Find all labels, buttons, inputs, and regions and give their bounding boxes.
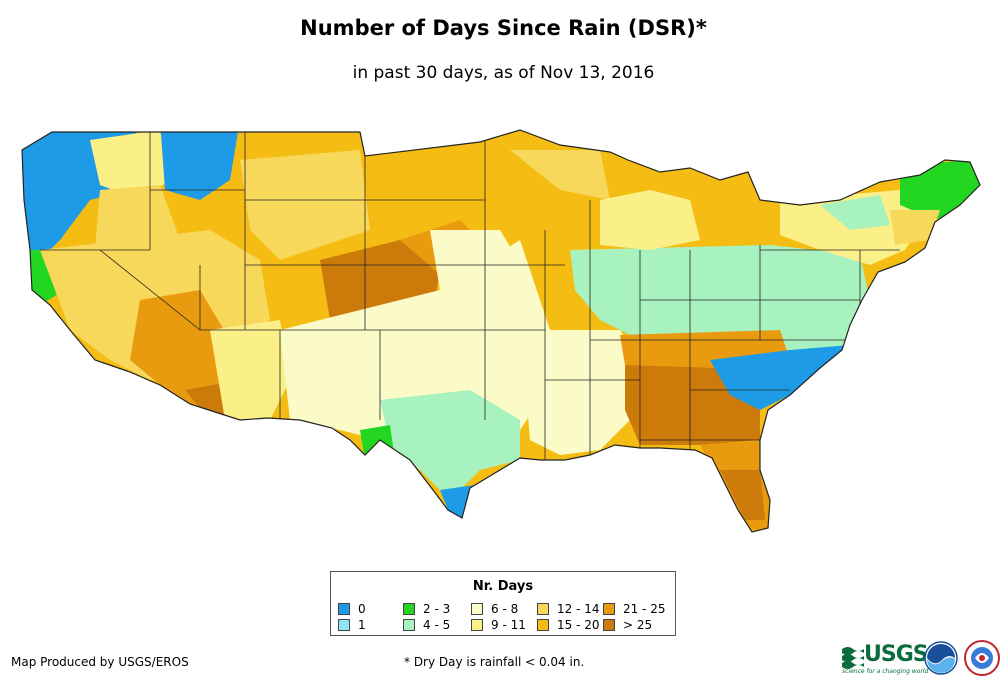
noaa-logo-icon bbox=[924, 641, 958, 675]
agency-logos: USGS science for a changing world bbox=[842, 638, 1002, 684]
legend-swatch bbox=[338, 603, 350, 615]
legend-label: 4 - 5 bbox=[423, 618, 451, 632]
legend-label: 2 - 3 bbox=[423, 602, 451, 616]
legend-item: 15 - 20 bbox=[537, 618, 600, 632]
legend-swatch bbox=[471, 603, 483, 615]
legend-item: 21 - 25 bbox=[603, 602, 666, 616]
map-subtitle: in past 30 days, as of Nov 13, 2016 bbox=[352, 63, 655, 83]
legend-item: 4 - 5 bbox=[403, 618, 450, 632]
footnote: * Dry Day is rainfall < 0.04 in. bbox=[404, 655, 585, 669]
legend-label: 12 - 14 bbox=[557, 602, 600, 616]
legend-swatch bbox=[537, 619, 549, 631]
legend-label: > 25 bbox=[623, 618, 653, 632]
legend-swatch bbox=[338, 619, 350, 631]
legend-label: 9 - 11 bbox=[491, 618, 526, 632]
legend-swatch bbox=[403, 603, 415, 615]
national-weather-service-logo-icon bbox=[964, 640, 1000, 676]
usgs-tagline: science for a changing world bbox=[842, 668, 929, 675]
map-title: Number of Days Since Rain (DSR)* bbox=[300, 16, 707, 40]
map-credit: Map Produced by USGS/EROS bbox=[11, 655, 189, 669]
legend: Nr. Days 0 1 2 - 3 4 - 5 6 - 8 9 - 11 12… bbox=[330, 571, 676, 636]
legend-label: 1 bbox=[358, 618, 366, 632]
legend-item: 9 - 11 bbox=[471, 618, 526, 632]
legend-item: > 25 bbox=[603, 618, 652, 632]
legend-swatch bbox=[471, 619, 483, 631]
legend-swatch bbox=[403, 619, 415, 631]
usgs-logo-icon bbox=[842, 647, 864, 669]
legend-title: Nr. Days bbox=[472, 579, 534, 594]
legend-swatch bbox=[603, 603, 615, 615]
usgs-logo-text: USGS bbox=[864, 642, 929, 667]
legend-item: 2 - 3 bbox=[403, 602, 450, 616]
legend-label: 21 - 25 bbox=[623, 602, 666, 616]
legend-item: 12 - 14 bbox=[537, 602, 600, 616]
legend-swatch bbox=[603, 619, 615, 631]
legend-label: 6 - 8 bbox=[491, 602, 519, 616]
legend-label: 0 bbox=[358, 602, 366, 616]
legend-item: 0 bbox=[338, 602, 366, 616]
legend-item: 6 - 8 bbox=[471, 602, 518, 616]
legend-swatch bbox=[537, 603, 549, 615]
legend-label: 15 - 20 bbox=[557, 618, 600, 632]
legend-item: 1 bbox=[338, 618, 366, 632]
